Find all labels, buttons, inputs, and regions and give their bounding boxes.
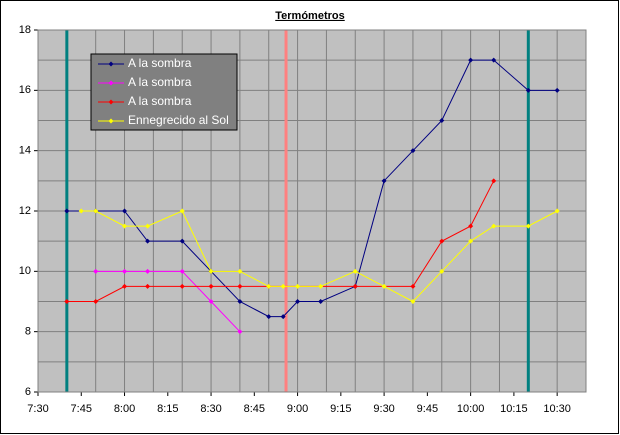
y-tick-label: 16 <box>19 84 31 96</box>
data-point <box>295 283 301 289</box>
data-point <box>410 148 416 154</box>
y-tick-label: 14 <box>19 145 31 157</box>
data-point <box>237 283 243 289</box>
x-tick-label: 10:15 <box>500 403 528 415</box>
x-tick-label: 10:30 <box>543 403 571 415</box>
data-point <box>64 299 70 304</box>
data-point <box>179 238 185 244</box>
data-point <box>122 223 128 229</box>
data-point <box>179 283 185 289</box>
x-tick-label: 8:30 <box>200 403 221 415</box>
series-line <box>95 270 241 333</box>
x-tick-label: 9:45 <box>417 403 438 415</box>
y-tick-label: 12 <box>19 205 31 217</box>
data-point <box>439 118 445 123</box>
data-point <box>295 299 301 304</box>
data-point <box>352 268 358 274</box>
legend-label: A la sombra <box>128 75 192 89</box>
data-point <box>145 283 151 289</box>
plot-border <box>37 29 587 393</box>
data-point <box>122 208 128 214</box>
legend-label: A la sombra <box>128 56 192 70</box>
data-point <box>266 283 272 289</box>
data-point <box>525 223 531 229</box>
data-point <box>179 268 185 274</box>
x-tick-label: 9:00 <box>287 403 308 415</box>
data-point <box>237 268 243 274</box>
x-tick-label: 7:45 <box>71 403 92 415</box>
data-point <box>208 283 214 289</box>
x-tick-label: 8:00 <box>114 403 135 415</box>
x-tick-label: 9:30 <box>373 403 394 415</box>
data-point <box>280 314 286 320</box>
data-point <box>468 223 474 229</box>
data-point <box>179 208 185 214</box>
x-tick-label: 7:30 <box>27 403 48 415</box>
data-point <box>78 208 84 214</box>
x-tick-label: 9:15 <box>330 403 351 415</box>
chart-title: Termómetros <box>275 10 344 22</box>
legend-marker <box>108 99 114 105</box>
data-point <box>352 283 358 289</box>
data-point <box>468 238 474 244</box>
data-point <box>439 268 445 274</box>
data-point <box>93 299 99 304</box>
data-point <box>145 223 151 229</box>
legend-marker <box>108 118 114 124</box>
data-point <box>145 268 151 274</box>
legend-label: A la sombra <box>128 94 192 108</box>
data-point <box>237 329 243 335</box>
legend-label: Ennegrecido al Sol <box>128 113 229 127</box>
data-point <box>381 178 387 184</box>
data-point <box>266 314 272 320</box>
data-point <box>491 57 497 63</box>
data-point <box>468 57 474 63</box>
legend-box <box>90 53 238 131</box>
data-point <box>318 299 324 304</box>
data-point <box>145 238 151 244</box>
y-tick-label: 8 <box>25 326 31 338</box>
data-point <box>525 87 531 93</box>
y-tick-label: 10 <box>19 265 31 277</box>
legend-marker <box>108 80 114 86</box>
data-point <box>93 268 99 274</box>
data-point <box>208 268 214 274</box>
y-tick-label: 18 <box>19 24 31 36</box>
data-point <box>410 299 416 304</box>
x-tick-label: 8:45 <box>244 403 265 415</box>
data-point <box>410 283 416 289</box>
data-point <box>381 283 387 289</box>
data-point <box>318 283 324 289</box>
data-point <box>554 208 560 214</box>
data-point <box>237 299 243 304</box>
data-point <box>64 208 70 214</box>
y-tick-label: 6 <box>25 386 31 398</box>
data-point <box>208 299 214 304</box>
data-point <box>122 268 128 274</box>
data-point <box>491 223 497 229</box>
x-tick-label: 8:15 <box>157 403 178 415</box>
data-point <box>122 283 128 289</box>
data-point <box>491 178 497 184</box>
data-point <box>93 208 99 214</box>
data-point <box>439 238 445 244</box>
data-point <box>554 87 560 93</box>
x-tick-label: 10:00 <box>457 403 485 415</box>
data-point <box>280 283 286 289</box>
legend-marker <box>108 61 114 67</box>
